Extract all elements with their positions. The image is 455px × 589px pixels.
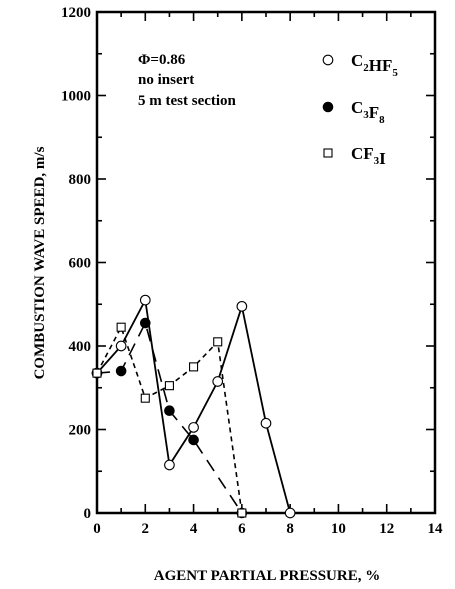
data-point-series-0 (164, 459, 175, 471)
axes: 0 2 4 6 8 10 12 14 0 200 400 600 800 1000 1200 (61, 5, 443, 537)
y-tick-label: 0 (84, 506, 92, 522)
x-axis-title: AGENT PARTIAL PRESSURE, % (154, 568, 380, 584)
y-tick-label: 800 (69, 172, 92, 188)
series-layer (91, 294, 296, 519)
data-point-series-0 (284, 507, 296, 519)
data-point-series-2 (189, 362, 199, 372)
x-tick-label: 10 (331, 521, 346, 537)
annotation-block: Φ=0.86 no insert 5 m test section (138, 52, 237, 109)
data-point-series-1 (139, 317, 151, 329)
legend-marker-1 (322, 101, 334, 113)
y-tick-label: 1000 (61, 89, 91, 105)
x-tick-label: 0 (93, 521, 101, 537)
data-point-series-2 (164, 381, 174, 391)
data-point-series-0 (236, 300, 248, 312)
series-line-2 (96, 325, 243, 514)
legend-marker-0 (322, 54, 334, 66)
x-tick-label: 12 (379, 521, 394, 537)
data-point-series-1 (164, 405, 175, 417)
data-point-series-2 (116, 322, 126, 332)
legend-marker-2 (323, 148, 333, 158)
data-point-series-0 (139, 294, 151, 306)
y-axis-title: COMBUSTION WAVE SPEED, m/s (32, 146, 48, 379)
series-line-1 (96, 320, 243, 514)
data-point-series-0 (188, 422, 199, 433)
data-point-series-2 (237, 508, 247, 518)
x-tick-label: 14 (428, 521, 444, 537)
series-line-0 (96, 297, 292, 514)
legend: C2HF5 C3F8 CF3I (322, 51, 398, 168)
annotation-insert: no insert (138, 72, 194, 88)
x-tick-label: 6 (238, 521, 246, 537)
annotation-phi: Φ=0.86 (138, 52, 186, 68)
annotation-test-section: 5 m test section (138, 93, 237, 109)
x-tick-label: 4 (190, 521, 198, 537)
data-point-series-2 (213, 337, 223, 347)
legend-label-2: CF3I (351, 144, 386, 168)
legend-label-1: C3F8 (351, 98, 385, 126)
data-point-series-2 (92, 368, 102, 378)
y-tick-label: 600 (69, 256, 92, 272)
data-point-series-0 (115, 340, 127, 352)
y-tick-label: 1200 (61, 5, 91, 21)
x-tick-label: 8 (286, 521, 294, 537)
x-tick-label: 2 (142, 521, 150, 537)
data-point-series-0 (260, 417, 272, 429)
y-tick-label: 400 (69, 339, 92, 355)
data-point-series-1 (115, 365, 127, 377)
y-tick-label: 200 (69, 423, 92, 439)
data-point-series-2 (140, 393, 150, 403)
data-point-series-0 (212, 376, 224, 387)
legend-label-0: C2HF5 (351, 51, 398, 79)
data-point-series-1 (188, 434, 199, 446)
